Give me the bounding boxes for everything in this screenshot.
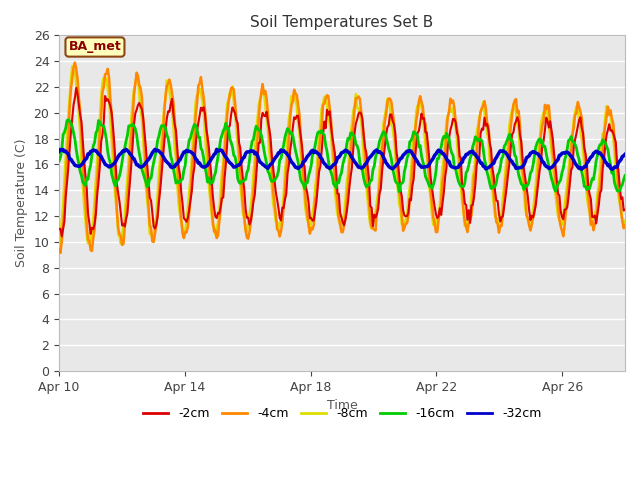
Text: BA_met: BA_met bbox=[68, 40, 122, 53]
X-axis label: Time: Time bbox=[326, 399, 358, 412]
Legend: -2cm, -4cm, -8cm, -16cm, -32cm: -2cm, -4cm, -8cm, -16cm, -32cm bbox=[138, 402, 547, 425]
Title: Soil Temperatures Set B: Soil Temperatures Set B bbox=[250, 15, 434, 30]
Y-axis label: Soil Temperature (C): Soil Temperature (C) bbox=[15, 139, 28, 267]
